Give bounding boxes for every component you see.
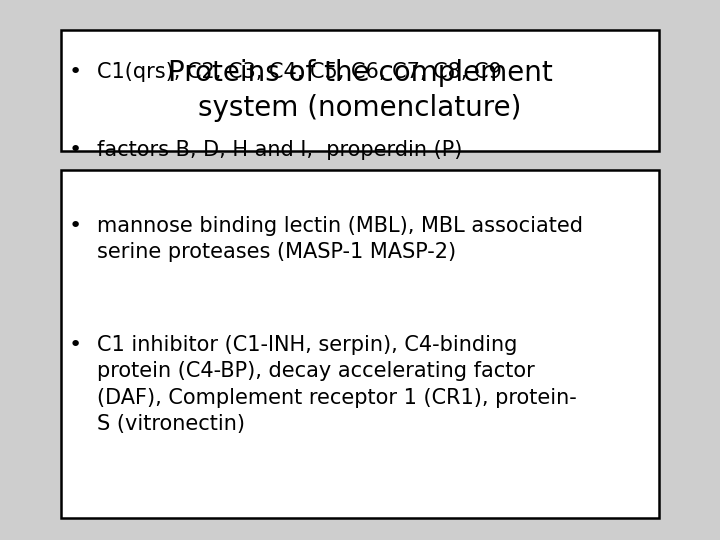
Bar xyxy=(61,170,659,518)
Text: C1(qrs), C2, C3, C4, C5, C6, C7, C8, C9: C1(qrs), C2, C3, C4, C5, C6, C7, C8, C9 xyxy=(97,62,502,82)
Text: C1 inhibitor (C1-INH, serpin), C4-binding
protein (C4-BP), decay accelerating fa: C1 inhibitor (C1-INH, serpin), C4-bindin… xyxy=(97,335,577,434)
Bar xyxy=(61,30,659,151)
Text: •: • xyxy=(69,335,82,355)
Text: •: • xyxy=(69,140,82,160)
Text: •: • xyxy=(69,216,82,236)
Text: •: • xyxy=(69,62,82,82)
Text: mannose binding lectin (MBL), MBL associated
serine proteases (MASP-1 MASP-2): mannose binding lectin (MBL), MBL associ… xyxy=(97,216,583,262)
Text: Proteins of the complement
system (nomenclature): Proteins of the complement system (nomen… xyxy=(168,59,552,122)
Text: factors B, D, H and I,  properdin (P): factors B, D, H and I, properdin (P) xyxy=(97,140,462,160)
